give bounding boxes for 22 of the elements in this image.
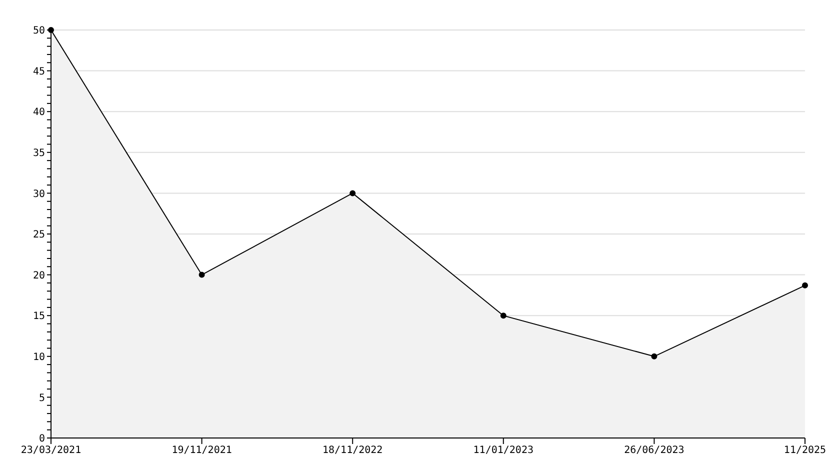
- y-tick-label: 30: [32, 188, 45, 200]
- y-tick-label: 20: [32, 270, 45, 282]
- point: [802, 282, 808, 288]
- point: [651, 353, 658, 360]
- x-tick-label: 23/03/2021: [20, 445, 82, 456]
- x-tick-label: 11/01/2023: [473, 445, 534, 456]
- point: [500, 312, 506, 319]
- y-tick-label: 10: [32, 352, 45, 363]
- x-tick-label: 26/06/2023: [624, 445, 684, 456]
- y-tick-label: 25: [32, 230, 45, 241]
- y-tick-label: 40: [32, 107, 45, 118]
- y-tick-label: 50: [32, 26, 45, 37]
- x-tick-label: 18/11/2022: [322, 445, 383, 456]
- y-tick-label: 15: [32, 311, 45, 322]
- point: [350, 190, 356, 196]
- x-tick-label: 19/11/2021: [172, 445, 232, 456]
- x-tick-label: 11/2025: [784, 445, 826, 456]
- y-tick-label: 35: [32, 148, 45, 159]
- y-tick-label: 0: [38, 434, 45, 445]
- y-tick-label: 45: [32, 66, 45, 78]
- y-tick-label: 5: [38, 392, 45, 404]
- point: [198, 272, 205, 278]
